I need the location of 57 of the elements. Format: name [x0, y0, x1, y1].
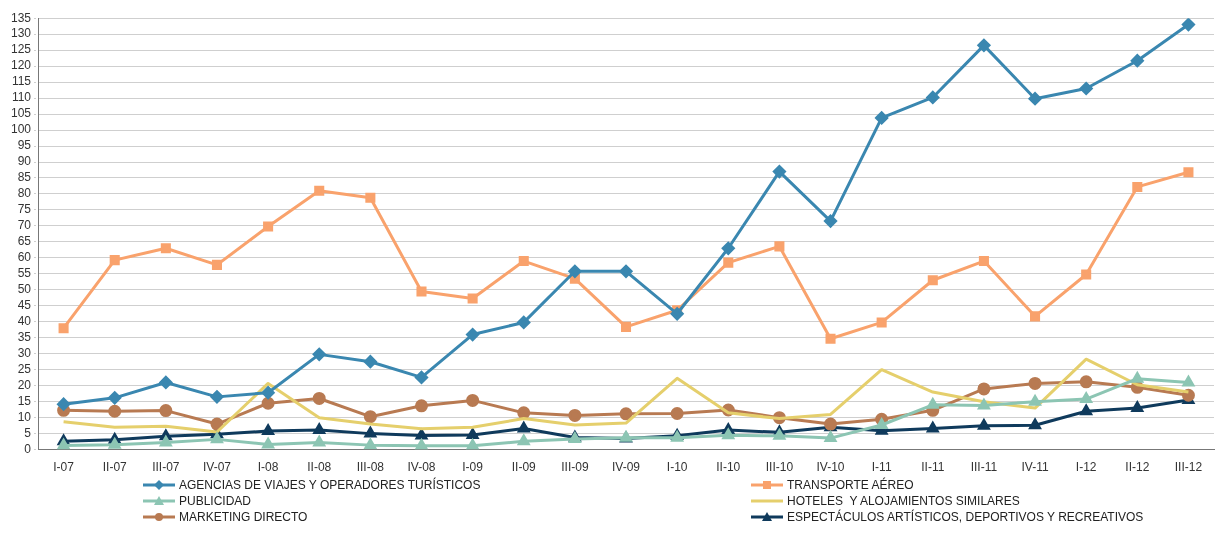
y-tick-label: 105 [10, 106, 32, 121]
y-tick-label: 30 [17, 346, 32, 361]
x-tick-label: IV-09 [612, 460, 641, 475]
y-tick-label: 95 [17, 138, 32, 153]
legend-label: MARKETING DIRECTO [179, 510, 308, 524]
x-tick-label: I-09 [462, 460, 484, 475]
x-tick-label: II-11 [921, 460, 945, 475]
legend-label: TRANSPORTE AÉREO [787, 478, 914, 492]
y-tick-label: 115 [11, 74, 32, 89]
y-tick-label: 25 [17, 362, 32, 377]
y-tick-label: 85 [17, 170, 32, 185]
x-tick-label: II-10 [716, 460, 741, 475]
y-tick-label: 15 [17, 393, 32, 408]
x-tick-label: II-12 [1125, 460, 1150, 475]
y-tick-label: 60 [17, 250, 32, 265]
x-tick-label: IV-11 [1021, 460, 1049, 475]
y-tick-label: 55 [17, 266, 32, 281]
legend-label: HOTELES Y ALOJAMIENTOS SIMILARES [787, 494, 1020, 508]
y-tick-label: 70 [17, 218, 32, 233]
x-tick-label: II-07 [102, 460, 128, 475]
x-tick-label: II-09 [511, 460, 537, 475]
x-tick-label: IV-07 [202, 460, 232, 475]
x-tick-label: IV-10 [816, 460, 845, 475]
x-tick-label: III-12 [1174, 460, 1203, 475]
y-tick-label: 100 [10, 122, 32, 137]
x-tick-label: II-08 [307, 460, 332, 475]
y-tick-label: 35 [17, 330, 32, 345]
y-tick-label: 110 [11, 90, 32, 105]
y-tick-label: 90 [17, 154, 32, 169]
y-tick-label: 10 [17, 409, 32, 424]
legend-label: PUBLICIDAD [179, 494, 252, 508]
y-tick-label: 125 [10, 42, 32, 57]
y-tick-label: 5 [24, 425, 32, 440]
x-tick-label: IV-08 [407, 460, 436, 475]
y-tick-label: 40 [17, 314, 32, 329]
legend-label: AGENCIAS DE VIAJES Y OPERADORES TURÍSTICOS [179, 478, 481, 492]
legend-label: ESPECTÁCULOS ARTÍSTICOS, DEPORTIVOS Y RECREATIVOS [787, 510, 1144, 524]
y-tick-label: 75 [17, 202, 32, 217]
y-tick-label: 50 [17, 282, 32, 297]
x-tick-label: I-10 [666, 460, 688, 475]
y-tick-label: 80 [17, 186, 32, 201]
y-tick-label: 120 [10, 58, 32, 73]
x-tick-label: I-11 [871, 460, 892, 475]
y-tick-label: 20 [17, 378, 32, 392]
y-tick-label: 130 [10, 26, 32, 41]
x-tick-label: III-10 [765, 460, 794, 475]
x-tick-label: III-08 [356, 460, 385, 475]
x-tick-label: III-09 [561, 460, 589, 475]
y-tick-label: 45 [17, 298, 32, 313]
y-tick-label: 0 [24, 441, 32, 456]
y-tick-label: 135 [10, 10, 32, 25]
x-tick-label: I-12 [1075, 460, 1097, 475]
x-tick-label: I-07 [53, 460, 75, 475]
x-tick-label: III-11 [970, 460, 998, 475]
x-tick-label: III-07 [152, 460, 180, 475]
x-tick-label: I-08 [257, 460, 279, 475]
y-tick-label: 65 [17, 234, 32, 249]
